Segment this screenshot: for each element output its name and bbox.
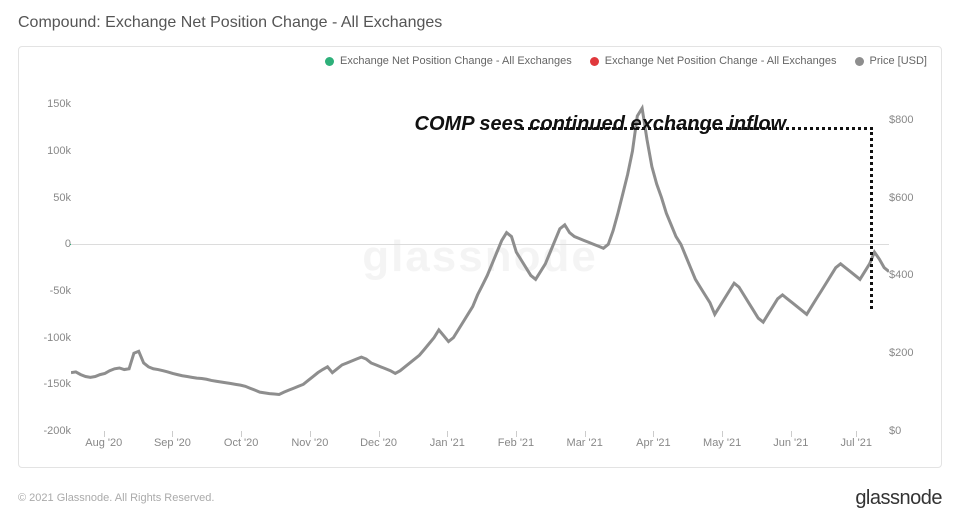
chart-title: Compound: Exchange Net Position Change -… [18, 14, 442, 32]
legend-item-positive: Exchange Net Position Change - All Excha… [325, 55, 572, 67]
x-tick [585, 431, 586, 437]
legend: Exchange Net Position Change - All Excha… [325, 55, 927, 67]
y-right-axis: $0$200$400$600$800 [889, 81, 937, 431]
y-right-label: $800 [889, 114, 937, 126]
brand-logo: glassnode [855, 487, 942, 510]
y-right-label: $600 [889, 192, 937, 204]
x-tick [722, 431, 723, 437]
y-left-label: 150k [23, 98, 71, 110]
x-label: Apr '21 [636, 437, 671, 449]
x-label: Jan '21 [430, 437, 465, 449]
y-left-label: -100k [23, 332, 71, 344]
x-axis: Aug '20 Sep '20 Oct '20 Nov '20 Dec '20 Jan '… [71, 437, 889, 461]
x-label: May '21 [703, 437, 741, 449]
x-label: Jul '21 [841, 437, 872, 449]
x-tick [653, 431, 654, 437]
x-tick [310, 431, 311, 437]
legend-dot-price [855, 57, 864, 66]
copyright-text: © 2021 Glassnode. All Rights Reserved. [18, 492, 214, 504]
annotation-layer: COMP sees continued exchange inflow [71, 81, 889, 431]
legend-item-negative: Exchange Net Position Change - All Excha… [590, 55, 837, 67]
x-tick [104, 431, 105, 437]
chart-container: Exchange Net Position Change - All Excha… [18, 46, 942, 468]
y-right-label: $200 [889, 347, 937, 359]
y-left-label: -50k [23, 285, 71, 297]
annotation-box [521, 127, 873, 309]
y-left-label: -150k [23, 378, 71, 390]
x-label: Sep '20 [154, 437, 191, 449]
x-tick [856, 431, 857, 437]
y-left-label: 100k [23, 145, 71, 157]
legend-dot-negative [590, 57, 599, 66]
x-label: Jun '21 [773, 437, 808, 449]
y-left-label: 0 [23, 238, 71, 250]
y-left-axis: -200k-150k-100k-50k050k100k150k [23, 81, 71, 431]
plot-area: COMP sees continued exchange inflow [71, 81, 889, 431]
x-tick [241, 431, 242, 437]
y-left-label: -200k [23, 425, 71, 437]
x-tick [516, 431, 517, 437]
x-label: Feb '21 [498, 437, 534, 449]
legend-label-positive: Exchange Net Position Change - All Excha… [340, 55, 572, 67]
x-label: Aug '20 [85, 437, 122, 449]
x-tick [172, 431, 173, 437]
x-tick [447, 431, 448, 437]
y-right-label: $0 [889, 425, 937, 437]
x-label: Nov '20 [291, 437, 328, 449]
y-left-label: 50k [23, 192, 71, 204]
x-label: Dec '20 [360, 437, 397, 449]
legend-item-price: Price [USD] [855, 55, 927, 67]
x-tick [791, 431, 792, 437]
legend-dot-positive [325, 57, 334, 66]
x-tick [379, 431, 380, 437]
legend-label-price: Price [USD] [870, 55, 927, 67]
x-label: Mar '21 [567, 437, 603, 449]
x-label: Oct '20 [224, 437, 259, 449]
legend-label-negative: Exchange Net Position Change - All Excha… [605, 55, 837, 67]
y-right-label: $400 [889, 269, 937, 281]
